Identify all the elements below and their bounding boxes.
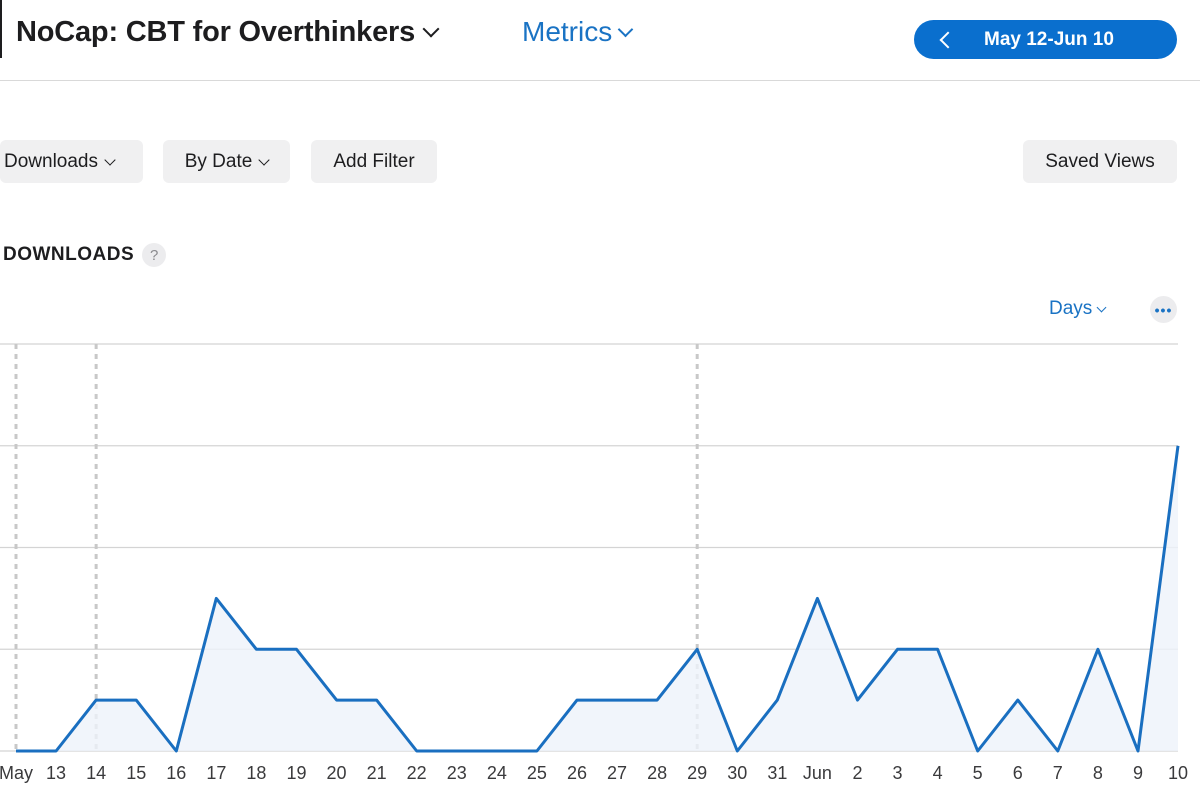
window-edge — [0, 0, 2, 58]
x-tick-label: 16 — [166, 763, 186, 783]
app-title: NoCap: CBT for Overthinkers — [16, 15, 416, 48]
x-tick-label: 13 — [46, 763, 66, 783]
series-area — [16, 445, 1178, 751]
x-tick-label: 31 — [767, 763, 787, 783]
saved-views-button[interactable]: Saved Views — [1023, 140, 1177, 183]
downloads-series-line — [16, 445, 1180, 753]
x-tick-label: 25 — [527, 763, 547, 783]
data-point-25[interactable] — [535, 749, 539, 753]
x-tick-label: 24 — [487, 763, 507, 783]
x-tick-label: 19 — [286, 763, 306, 783]
date-range-label: May 12-Jun 10 — [984, 28, 1114, 50]
data-point-27[interactable] — [615, 698, 619, 702]
data-point-19[interactable] — [294, 647, 298, 651]
data-point-20[interactable] — [335, 698, 339, 702]
x-tick-label: 18 — [246, 763, 266, 783]
x-tick-label: 26 — [567, 763, 587, 783]
metrics-menu[interactable]: Metrics — [522, 12, 634, 52]
data-point-16[interactable] — [174, 749, 178, 753]
gridlines — [0, 343, 1178, 752]
x-tick-label: 14 — [86, 763, 106, 783]
data-point-3[interactable] — [896, 647, 900, 651]
x-tick-label: 3 — [893, 763, 903, 783]
by-date-button[interactable]: By Date — [163, 140, 290, 183]
add-filter-button[interactable]: Add Filter — [311, 140, 437, 183]
area-fill — [16, 445, 1178, 751]
x-axis-labels: May 13 14 15 16 17 18 19 20 21 22 23 24 25 26 27 28 29 30 3… — [0, 763, 1188, 783]
series-line — [14, 444, 1180, 753]
chevron-down-icon — [104, 153, 116, 166]
data-point-4[interactable] — [936, 647, 940, 651]
x-tick-label: 7 — [1053, 763, 1063, 783]
event-markers — [14, 344, 699, 751]
downloads-filter-label: Downloads — [4, 150, 98, 172]
x-tick-label: 17 — [206, 763, 226, 783]
x-tick-label: 29 — [687, 763, 707, 783]
data-point-15[interactable] — [134, 698, 138, 702]
by-date-label: By Date — [184, 150, 253, 172]
x-tick-label: 20 — [327, 763, 347, 783]
x-tick-label: 23 — [447, 763, 467, 783]
data-point-30[interactable] — [735, 749, 739, 753]
chevron-down-icon — [1096, 302, 1107, 312]
app-selector[interactable]: NoCap: CBT for Overthinkers — [16, 12, 440, 52]
x-tick-label: 6 — [1013, 763, 1023, 783]
saved-views-label: Saved Views — [1045, 150, 1155, 172]
data-point-28[interactable] — [655, 698, 659, 702]
data-point-10[interactable] — [1176, 444, 1180, 448]
x-tick-label: 30 — [727, 763, 747, 783]
data-point-21[interactable] — [375, 698, 379, 702]
x-tick-label: 15 — [126, 763, 146, 783]
x-tick-label: 4 — [933, 763, 943, 783]
data-point-17[interactable] — [214, 596, 218, 600]
x-tick-label: May — [0, 763, 33, 783]
data-point-29[interactable] — [695, 647, 699, 651]
data-point-9[interactable] — [1136, 749, 1140, 753]
downloads-line-chart: May 13 14 15 16 17 18 19 20 21 22 23 24 25 26 27 28 29 30 3… — [0, 343, 1188, 783]
add-filter-label: Add Filter — [333, 150, 415, 172]
x-tick-label: 28 — [647, 763, 667, 783]
chart-title: DOWNLOADS — [3, 244, 135, 265]
x-tick-label: Jun — [803, 763, 832, 783]
data-point-8[interactable] — [1096, 647, 1100, 651]
chevron-down-icon — [258, 153, 270, 166]
x-tick-label: 5 — [973, 763, 983, 783]
data-point-24[interactable] — [495, 749, 499, 753]
days-label: Days — [1049, 298, 1093, 319]
date-range-picker[interactable]: May 12-Jun 10 — [914, 20, 1177, 59]
chevron-down-icon — [617, 21, 634, 37]
data-point-13[interactable] — [54, 749, 58, 753]
data-point-5[interactable] — [976, 749, 980, 753]
downloads-filter-button[interactable]: Downloads — [0, 140, 143, 183]
more-options-button[interactable]: ••• — [1150, 296, 1177, 323]
chevron-left-icon[interactable] — [939, 31, 957, 48]
granularity-selector[interactable]: Days — [1049, 297, 1107, 321]
ellipsis-icon: ••• — [1154, 301, 1173, 318]
chevron-down-icon — [422, 20, 440, 38]
metrics-label: Metrics — [522, 16, 613, 47]
data-point-22[interactable] — [415, 749, 419, 753]
data-point-6[interactable] — [1016, 698, 1020, 702]
data-point-14[interactable] — [94, 698, 98, 702]
chart-heading: DOWNLOADS ? — [3, 243, 167, 267]
data-point-26[interactable] — [575, 698, 579, 702]
x-tick-label: 8 — [1093, 763, 1103, 783]
data-point-2[interactable] — [855, 698, 859, 702]
x-tick-label: 10 — [1168, 763, 1188, 783]
data-point-31[interactable] — [775, 698, 779, 702]
x-tick-label: 22 — [407, 763, 427, 783]
data-point-May[interactable] — [14, 749, 18, 753]
x-tick-label: 2 — [852, 763, 862, 783]
x-tick-label: 27 — [607, 763, 627, 783]
x-tick-label: 9 — [1133, 763, 1143, 783]
data-point-7[interactable] — [1056, 749, 1060, 753]
data-point-18[interactable] — [254, 647, 258, 651]
data-point-Jun[interactable] — [815, 596, 819, 600]
help-icon[interactable]: ? — [142, 243, 167, 267]
x-tick-label: 21 — [367, 763, 387, 783]
header-divider — [0, 80, 1200, 81]
data-point-23[interactable] — [455, 749, 459, 753]
